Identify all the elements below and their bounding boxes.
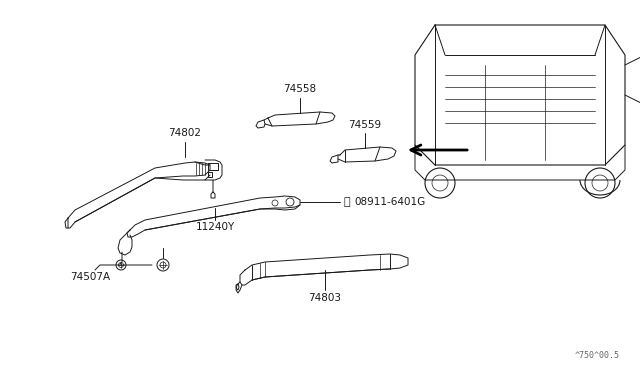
Text: Ⓝ: Ⓝ <box>343 197 349 207</box>
Text: 74558: 74558 <box>284 84 317 94</box>
Text: 11240Y: 11240Y <box>195 222 235 232</box>
Text: ^750^00.5: ^750^00.5 <box>575 351 620 360</box>
Text: 74803: 74803 <box>308 293 342 303</box>
Text: 08911-6401G: 08911-6401G <box>354 197 425 207</box>
Text: 74802: 74802 <box>168 128 202 138</box>
Text: 74507A: 74507A <box>70 272 110 282</box>
Text: 74559: 74559 <box>348 120 381 130</box>
